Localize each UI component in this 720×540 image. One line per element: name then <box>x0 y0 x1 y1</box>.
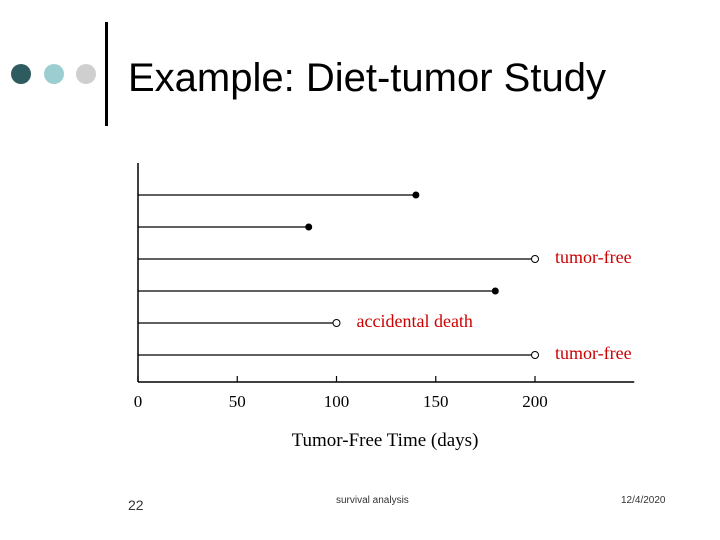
censored-marker <box>332 319 341 327</box>
censored-marker <box>531 255 539 263</box>
censored-marker <box>531 351 539 359</box>
censor-annotation: tumor-free <box>555 247 632 267</box>
x-tick-label: 0 <box>134 392 143 411</box>
x-tick-label: 200 <box>522 392 548 411</box>
x-tick-label: 50 <box>229 392 246 411</box>
slide-number: 22 <box>128 497 144 513</box>
footer-text: survival analysis <box>336 495 409 506</box>
decorative-dot-gray <box>76 64 96 84</box>
event-marker <box>305 223 313 231</box>
decorative-dot-dark <box>11 64 31 84</box>
title-divider <box>105 22 108 126</box>
x-tick-label: 150 <box>423 392 449 411</box>
event-marker <box>412 191 420 199</box>
footer-date: 12/4/2020 <box>621 495 666 506</box>
decorative-dot-light <box>44 64 64 84</box>
slide-title: Example: Diet-tumor Study <box>128 56 606 100</box>
event-marker <box>491 287 499 295</box>
x-tick-label: 100 <box>324 392 350 411</box>
x-axis-label: Tumor-Free Time (days) <box>292 430 479 451</box>
censor-annotation: accidental death <box>357 311 473 331</box>
censor-annotation: tumor-free <box>555 343 632 363</box>
